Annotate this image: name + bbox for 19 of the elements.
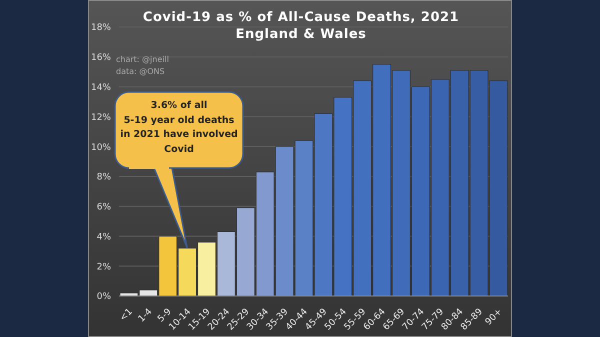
chart-title: Covid-19 as % of All-Cause Deaths, 2021 <box>142 10 460 25</box>
annotation: data: @ONS <box>116 66 166 78</box>
y-tick-label: 14% <box>90 82 112 93</box>
y-tick-label: 6% <box>96 202 112 213</box>
y-tick-label: 18% <box>90 23 112 34</box>
x-tick-label: 90+ <box>484 307 504 328</box>
annotation: 3.6% of all 5-19 year old deaths in 2021 have involved Covid <box>119 99 239 156</box>
x-tick-label: 1-4 <box>136 306 154 324</box>
y-tick-label: 16% <box>90 53 112 64</box>
y-tick-label: 12% <box>90 112 112 123</box>
y-tick-label: 10% <box>90 142 112 153</box>
chart-subtitle: England & Wales <box>236 27 366 42</box>
y-tick-label: 4% <box>96 232 112 242</box>
y-tick-label: 2% <box>96 262 112 272</box>
x-tick-label: <1 <box>118 307 135 324</box>
y-tick-label: 8% <box>96 172 112 183</box>
annotation: chart: @jneill <box>116 54 169 66</box>
y-tick-label: 0% <box>96 292 112 302</box>
speech-bubble: 3.6% of all 5-19 year old deaths in 2021 have involved Covid <box>114 91 244 248</box>
